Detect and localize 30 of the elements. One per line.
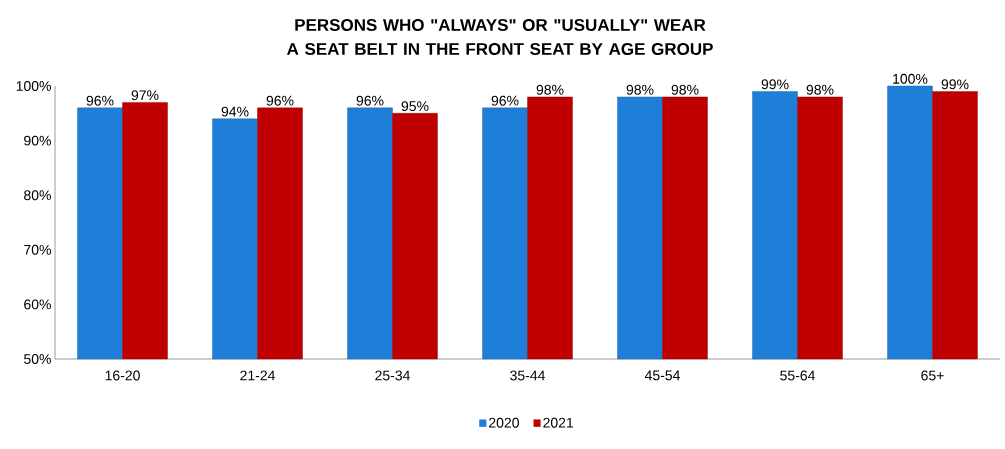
y-tick-label: 70% <box>24 244 51 255</box>
data-label: 98% <box>626 84 654 95</box>
x-tick-label: 35-44 <box>510 370 545 381</box>
data-label: 96% <box>356 95 384 106</box>
x-tick-label: 55-64 <box>780 370 815 381</box>
data-label: 100% <box>893 73 928 84</box>
data-label: 98% <box>806 84 834 95</box>
data-label: 99% <box>941 79 969 90</box>
data-label: 96% <box>86 95 114 106</box>
data-label: 94% <box>221 106 249 117</box>
legend-label: 2021 <box>543 417 574 428</box>
x-tick-label: 16-20 <box>105 370 140 381</box>
x-tick-label: 25-34 <box>375 370 410 381</box>
y-tick-label: 100% <box>16 81 51 91</box>
data-label: 98% <box>536 84 564 95</box>
y-tick-label: 80% <box>24 190 51 201</box>
x-tick-label: 45-54 <box>644 370 680 381</box>
y-tick-label: 60% <box>24 299 51 310</box>
legend-label: 2020 <box>489 417 519 428</box>
x-tick-label: 65+ <box>921 370 944 381</box>
data-label: 96% <box>491 95 519 106</box>
data-label: 99% <box>761 79 789 90</box>
data-label: 96% <box>266 95 294 106</box>
data-label: 95% <box>401 101 429 112</box>
x-tick-label: 21-24 <box>240 370 275 381</box>
data-label: 98% <box>671 84 699 95</box>
data-label: 97% <box>131 90 159 101</box>
y-tick-label: 50% <box>24 354 51 364</box>
chart-title: PERSONS WHO "ALWAYS" OR "USUALLY" WEAR A SEAT BELT IN THE FRONT SEAT BY AGE GROUP <box>286 18 713 56</box>
y-tick-label: 90% <box>24 135 51 146</box>
